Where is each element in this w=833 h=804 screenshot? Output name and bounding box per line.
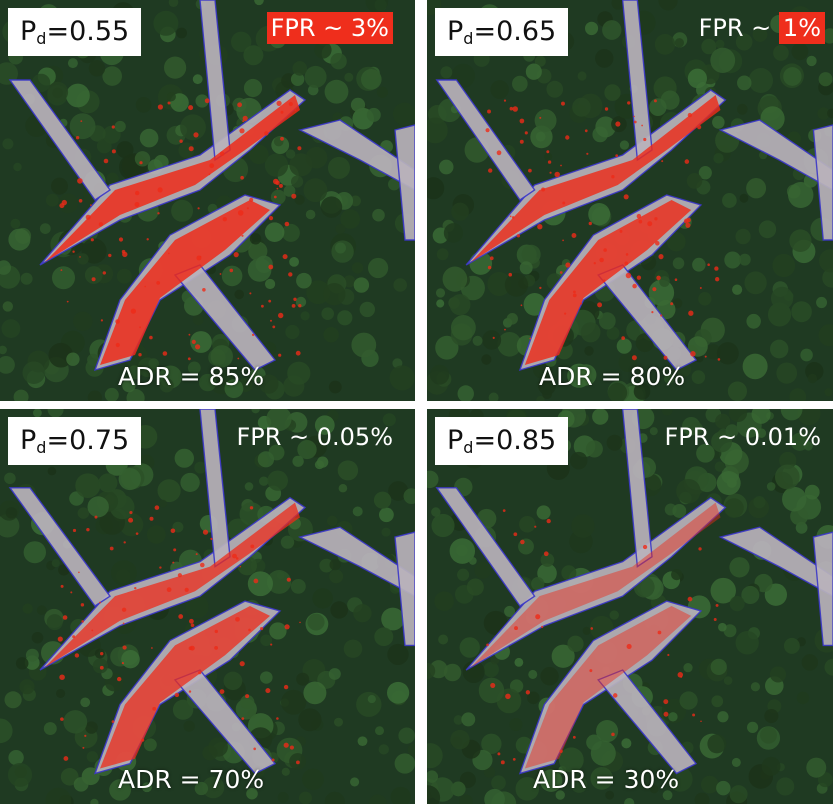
adr-label: ADR = 30%: [533, 765, 680, 794]
fpr-highlight: FPR ~ 3%: [266, 12, 393, 44]
fpr-highlight: 1%: [778, 12, 825, 44]
pd-label: Pd=0.65: [435, 8, 569, 56]
panel-pd-055: Pd=0.55 FPR ~ 3% ADR = 85%: [0, 0, 415, 401]
pd-label: Pd=0.75: [8, 417, 142, 465]
fpr-label: FPR ~ 3%: [259, 10, 401, 46]
aerial-image: [0, 409, 415, 804]
aerial-image: [0, 0, 415, 401]
panel-pd-065: Pd=0.65 FPR ~ 1% ADR = 80%: [427, 0, 833, 401]
adr-label: ADR = 85%: [118, 362, 265, 391]
fpr-label: FPR ~ 0.01%: [664, 423, 821, 451]
pd-label: Pd=0.85: [435, 417, 569, 465]
aerial-image: [427, 409, 833, 804]
pd-label: Pd=0.55: [8, 8, 142, 56]
fpr-label: FPR ~ 0.05%: [236, 423, 393, 451]
adr-label: ADR = 80%: [539, 362, 686, 391]
fpr-label: FPR ~ 1%: [691, 10, 833, 46]
aerial-image: [427, 0, 833, 401]
panel-pd-075: Pd=0.75 FPR ~ 0.05% ADR = 70%: [0, 409, 415, 804]
adr-label: ADR = 70%: [118, 765, 265, 794]
panel-pd-085: Pd=0.85 FPR ~ 0.01% ADR = 30%: [427, 409, 833, 804]
